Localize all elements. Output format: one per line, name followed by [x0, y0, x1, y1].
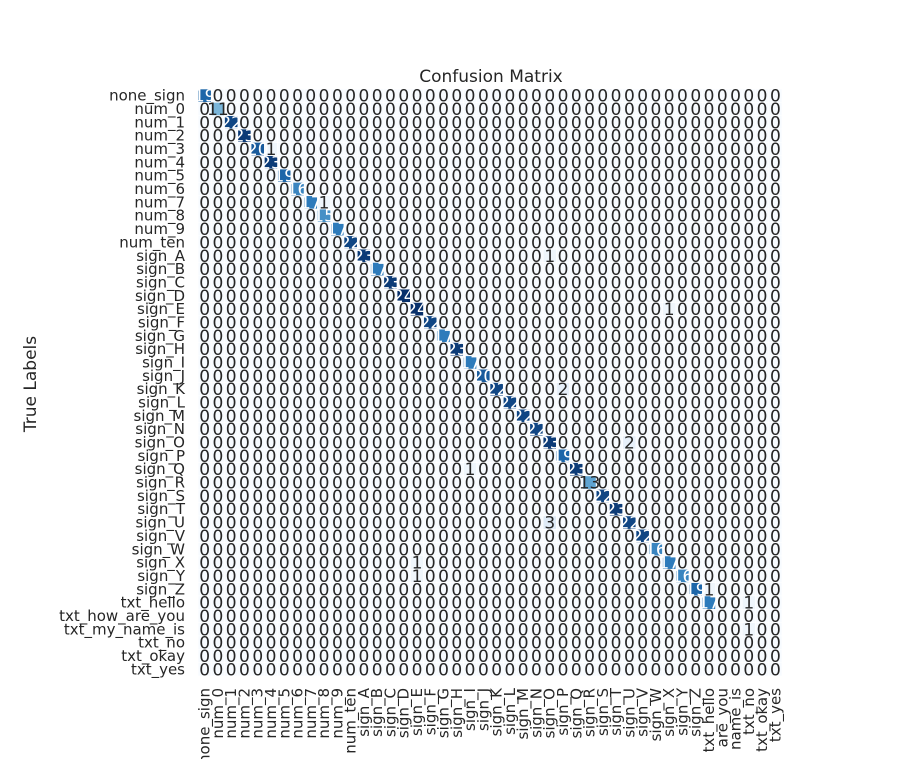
cell-value-label: 0 — [677, 660, 688, 680]
cell-value-label: 0 — [597, 660, 608, 680]
cell-value-label: 0 — [531, 660, 542, 680]
cell-value-label: 0 — [398, 660, 409, 680]
cell-annotations: 190 0 0 0 0 0 0 0 0 0 0 0 0 0 0 0 0 0 0 0 0 0 0 0 0 0 0 0 0 0 0 0 0 0 0 0 0 0… — [194, 87, 781, 681]
cell-value-label: 0 — [504, 660, 515, 680]
cell-value-label: 0 — [451, 660, 462, 680]
x-tick-labels: none_signnum_0num_1num_2num_3num_4num_5n… — [196, 687, 786, 764]
cell-value-label: 0 — [358, 660, 369, 680]
cell-value-label: 0 — [690, 660, 701, 680]
chart-title: Confusion Matrix — [419, 67, 563, 87]
cell-value-label: 0 — [239, 660, 250, 680]
cell-value-label: 0 — [252, 660, 263, 680]
cell-value-label: 0 — [372, 660, 383, 680]
cell-value-label: 0 — [292, 660, 303, 680]
cell-value-label: 0 — [650, 660, 661, 680]
cell-value-label: 0 — [664, 660, 675, 680]
cell-value-label: 0 — [465, 660, 476, 680]
cell-value-label: 0 — [212, 660, 223, 680]
cell-value-label: 0 — [319, 660, 330, 680]
cell-value-label: 0 — [518, 660, 529, 680]
cell-value-label: 0 — [412, 660, 423, 680]
y-tick-labels: none_signnum_0num_1num_2num_3num_4num_5n… — [59, 87, 186, 680]
cell-value-label: 0 — [611, 660, 622, 680]
cell-value-label: 0 — [584, 660, 595, 680]
cell-value-label: 0 — [717, 660, 728, 680]
cell-value-label: 0 — [385, 660, 396, 680]
cell-value-label: 0 — [332, 660, 343, 680]
cell-value-label: 0 — [544, 660, 555, 680]
x-tick-label: txt_yes — [766, 688, 785, 742]
cell-value-label: 0 — [571, 660, 582, 680]
cell-value-label: 0 — [637, 660, 648, 680]
cell-value-label: 0 — [425, 660, 436, 680]
y-axis-label: True Labels — [21, 336, 41, 433]
cell-value-label: 0 — [558, 660, 569, 680]
cell-value-label: 0 — [226, 660, 237, 680]
cell-value-label: 0 — [770, 660, 781, 680]
cell-value-label: 0 — [345, 660, 356, 680]
cell-value-label: 0 — [305, 660, 316, 680]
cell-value-label: 0 — [279, 660, 290, 680]
cell-value-label: 0 — [730, 660, 741, 680]
cell-value-label: 0 — [491, 660, 502, 680]
cell-value-label: 0 — [743, 660, 754, 680]
cell-value-label: 0 — [757, 660, 768, 680]
cell-value-label: 0 — [438, 660, 449, 680]
cell-value-label: 0 — [266, 660, 277, 680]
cell-value-label: 0 — [478, 660, 489, 680]
cell-value-label: 0 — [704, 660, 715, 680]
cell-value-label: 0 — [624, 660, 635, 680]
y-tick-label: txt_yes — [131, 660, 185, 679]
heatmap-cells — [197, 88, 783, 677]
cell-value-label: 0 — [199, 660, 210, 680]
